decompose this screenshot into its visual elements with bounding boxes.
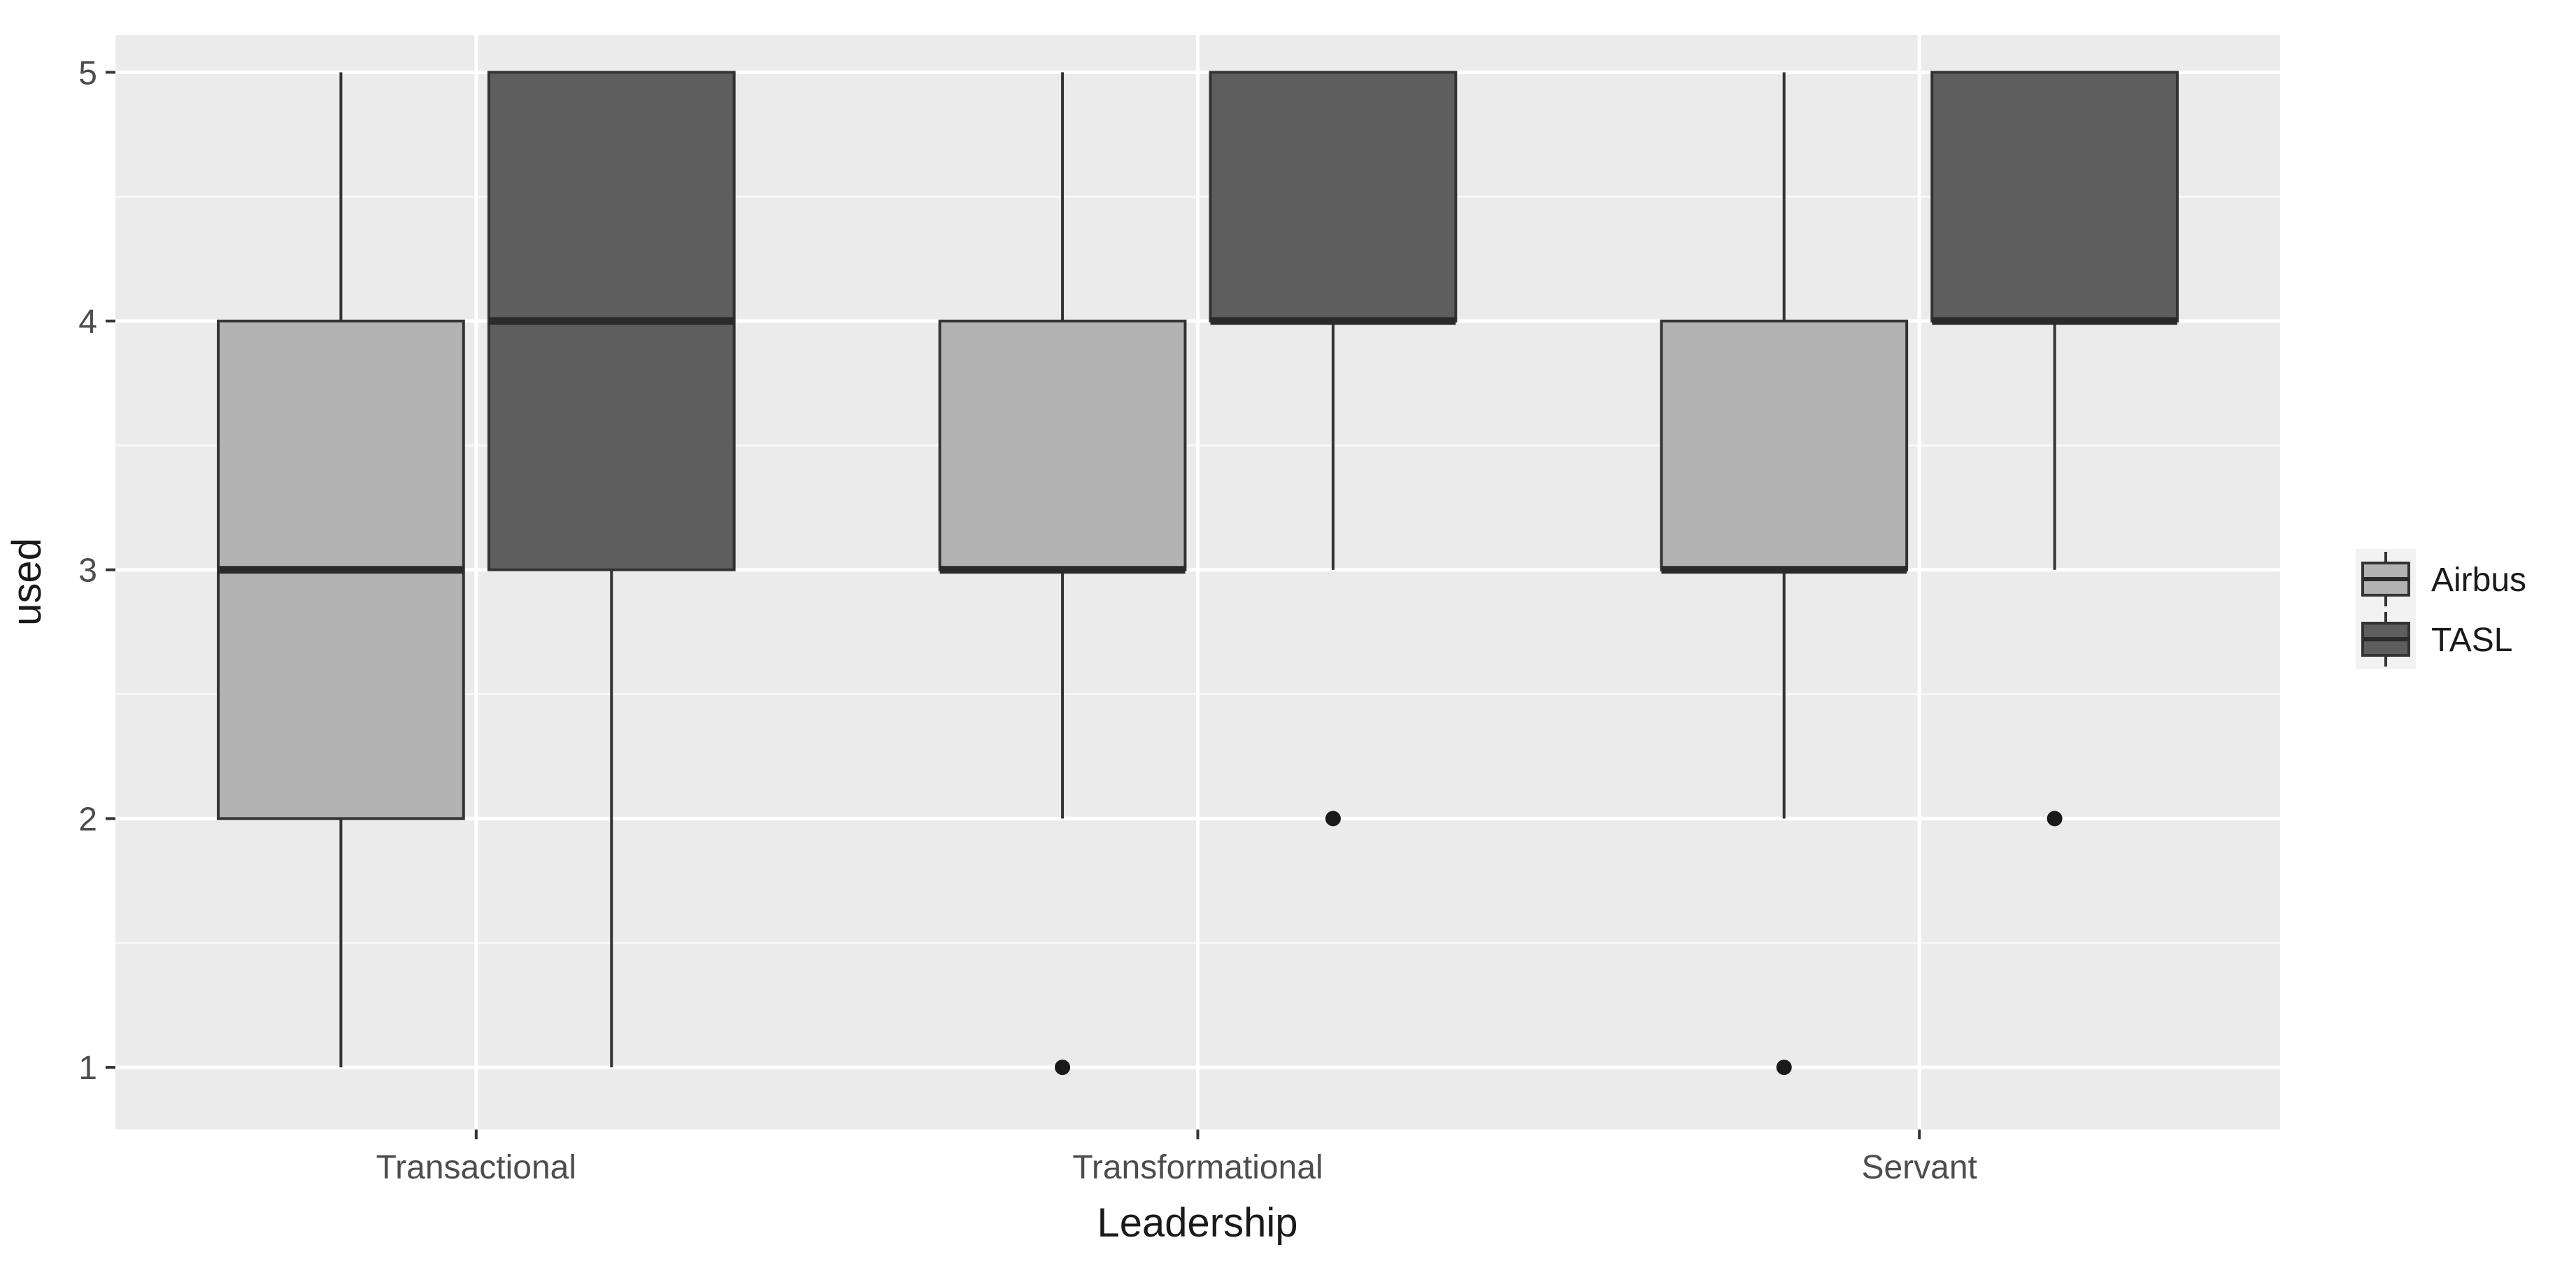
box-iqr — [1930, 71, 2179, 323]
legend-label: Airbus — [2431, 562, 2526, 599]
box-iqr — [1209, 71, 1458, 323]
outlier-point — [1776, 1060, 1792, 1076]
legend-item-tasl: TASL — [2356, 609, 2512, 669]
y-axis: 1 2 3 4 5 — [78, 55, 115, 1087]
y-tick-label: 2 — [78, 801, 97, 838]
box-airbus-transactional — [217, 72, 465, 1068]
x-axis: Transactional Transformational Servant — [376, 1130, 1977, 1186]
major-gridlines — [115, 35, 2280, 1130]
y-axis-title: used — [4, 538, 50, 626]
box-iqr — [938, 320, 1187, 571]
box-iqr — [1660, 320, 1909, 571]
x-tick-label: Servant — [1861, 1149, 1977, 1186]
y-tick-label: 3 — [78, 553, 97, 590]
y-tick-label: 4 — [78, 304, 97, 341]
outlier-point — [2047, 811, 2063, 827]
legend-label: TASL — [2431, 622, 2512, 659]
box-tasl-transformational — [1209, 71, 1458, 827]
x-tick-label: Transactional — [376, 1149, 576, 1186]
y-tick-label: 5 — [78, 55, 97, 92]
box-airbus-servant — [1660, 72, 1909, 1076]
x-tick-label: Transformational — [1072, 1149, 1323, 1186]
y-tick-label: 1 — [78, 1050, 97, 1087]
box-tasl-transactional — [487, 71, 736, 1068]
box-tasl-servant — [1930, 71, 2179, 827]
boxes-layer — [217, 71, 2179, 1076]
legend-item-airbus: Airbus — [2356, 549, 2526, 609]
legend: Airbus TASL — [2356, 549, 2526, 669]
box-airbus-transformational — [938, 72, 1187, 1076]
outlier-point — [1325, 811, 1341, 827]
x-axis-title: Leadership — [1097, 1200, 1298, 1246]
outlier-point — [1055, 1060, 1071, 1076]
